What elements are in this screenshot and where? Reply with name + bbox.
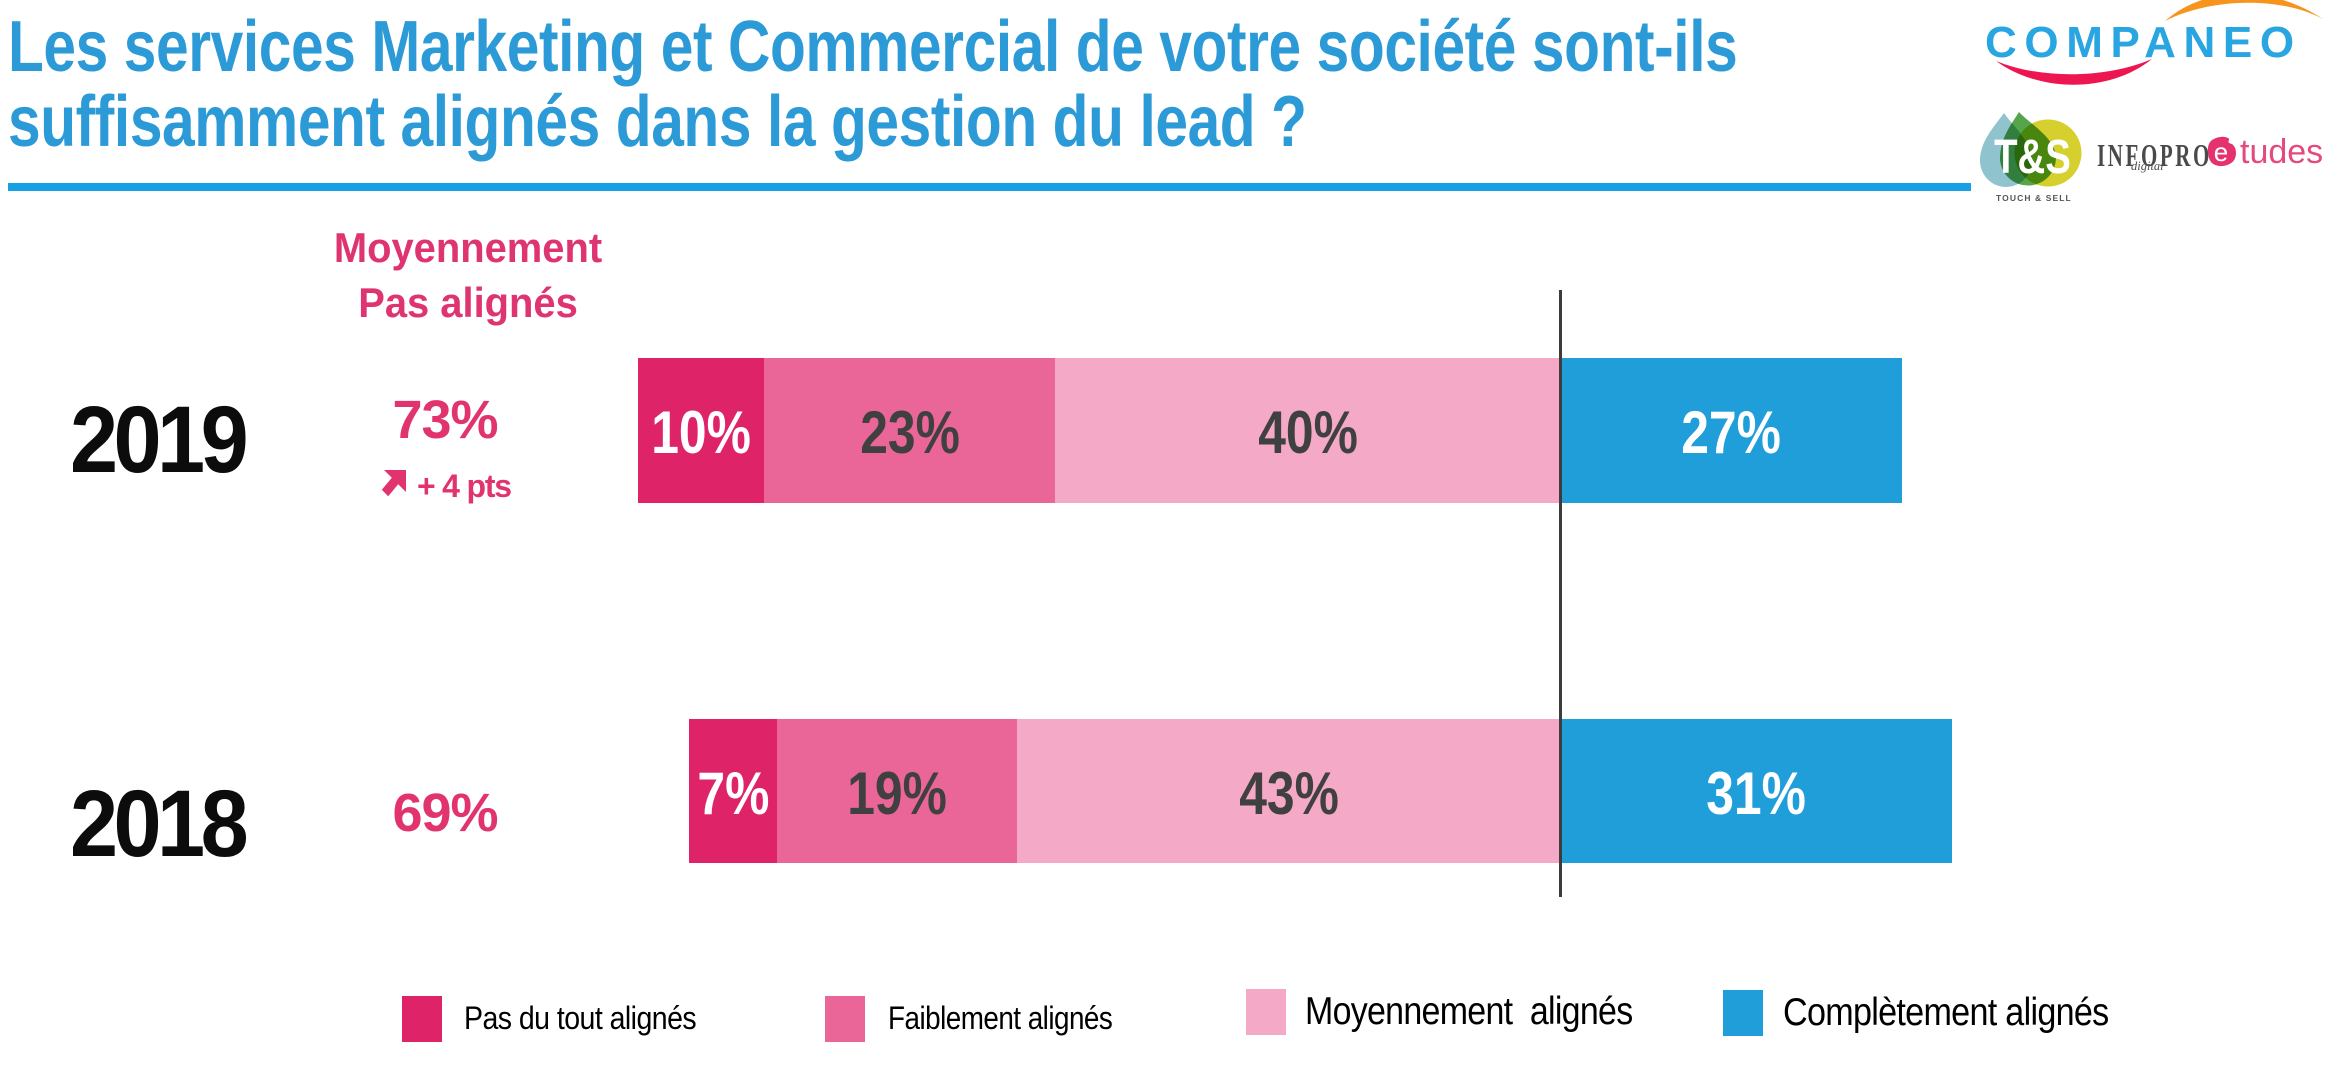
svg-text:T&S: T&S [1994,131,2071,184]
svg-text:e: e [2214,137,2228,167]
